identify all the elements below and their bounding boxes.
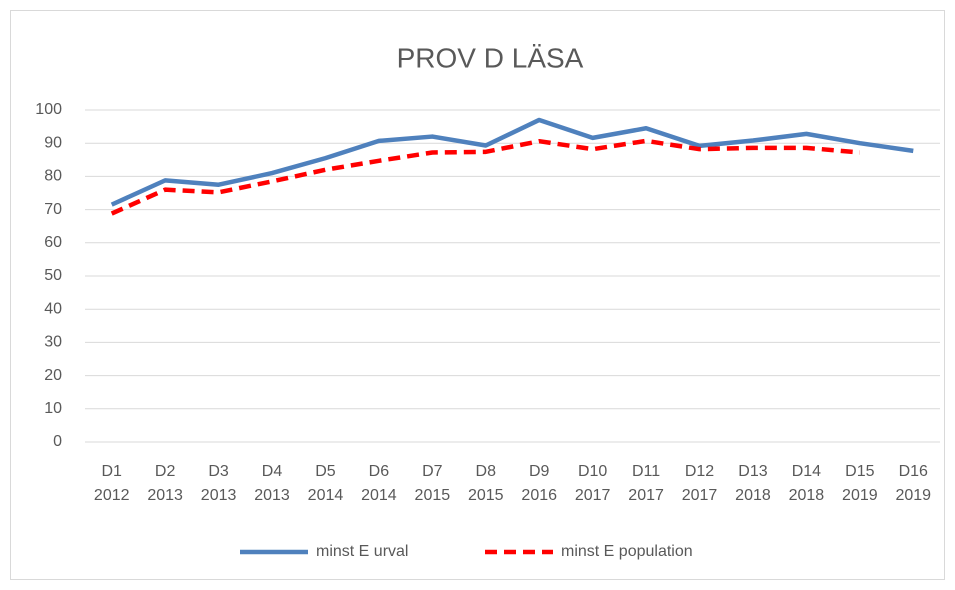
legend-label: minst E urval [316,543,408,560]
x-tick-label: D2 2013 [147,463,183,504]
x-tick-label: D11 2017 [628,463,664,504]
chart-frame [10,10,945,580]
x-tick-label: D14 2018 [789,463,825,504]
x-tick-label: D5 2014 [308,463,344,504]
y-tick-label: 20 [44,367,62,384]
x-tick-label: D4 2013 [254,463,290,504]
x-tick-label: D12 2017 [682,463,718,504]
y-tick-label: 10 [44,400,62,417]
x-tick-label: D8 2015 [468,463,504,504]
y-tick-label: 70 [44,201,62,218]
y-tick-label: 40 [44,300,62,317]
chart-title: PROV D LÄSA [397,42,584,73]
y-tick-label: 30 [44,334,62,351]
series-line [110,138,861,216]
x-tick-label: D9 2016 [521,463,557,504]
x-tick-label: D6 2014 [361,463,397,504]
x-tick-label: D13 2018 [735,463,771,504]
x-tick-label: D16 2019 [895,463,931,504]
x-tick-label: D10 2017 [575,463,611,504]
y-tick-label: 80 [44,168,62,185]
x-tick-label: D15 2019 [842,463,878,504]
y-tick-label: 50 [44,267,62,284]
y-tick-label: 100 [35,101,62,118]
y-tick-label: 60 [44,234,62,251]
x-tick-label: D1 2012 [94,463,130,504]
x-tick-label: D3 2013 [201,463,237,504]
legend-label: minst E population [561,543,693,560]
x-tick-label: D7 2015 [415,463,451,504]
y-tick-label: 0 [53,433,62,450]
series-line [110,117,914,207]
y-tick-label: 90 [44,134,62,151]
